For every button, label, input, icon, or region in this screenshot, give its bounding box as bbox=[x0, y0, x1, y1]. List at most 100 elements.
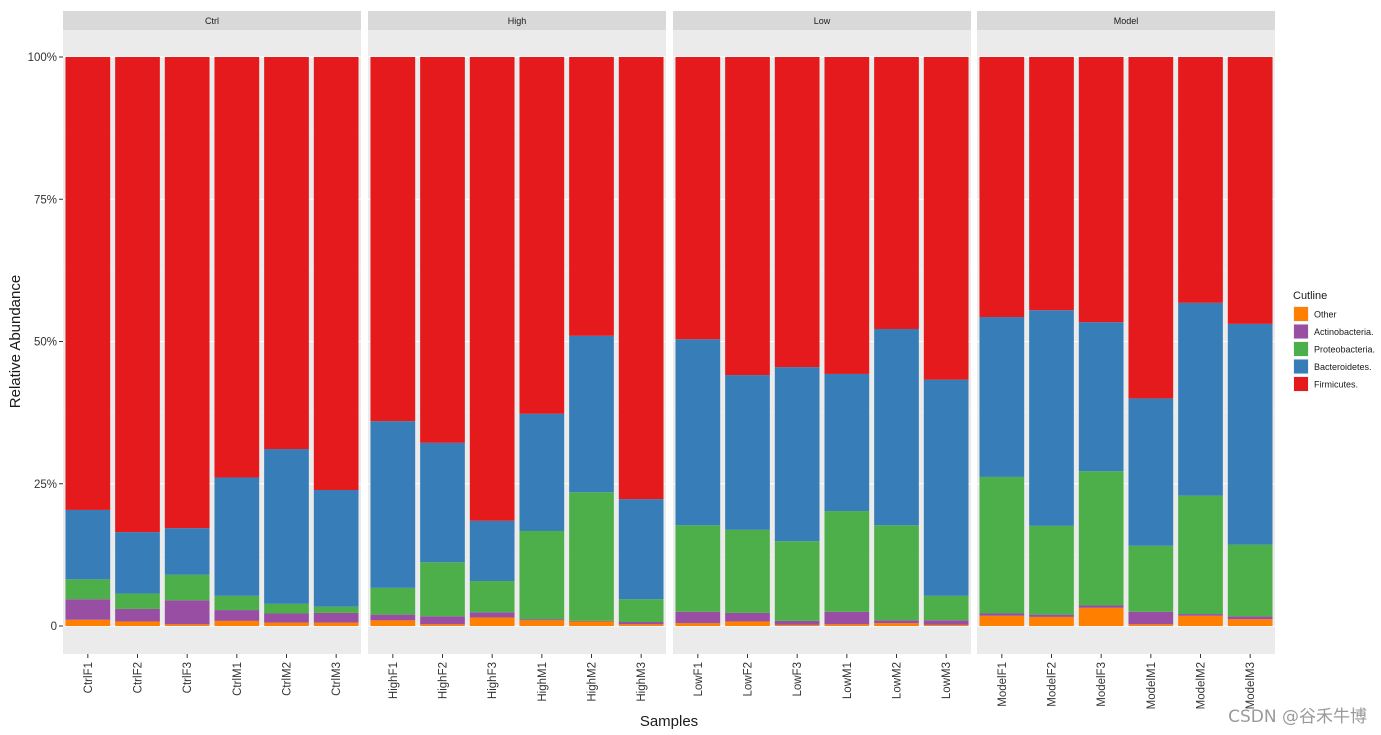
x-tick-label: ModelF1 bbox=[997, 662, 1009, 707]
bar-segment bbox=[264, 603, 309, 614]
legend-label: Actinobacteria. bbox=[1314, 327, 1374, 337]
facet-label: High bbox=[508, 16, 527, 26]
bar-segment bbox=[1227, 57, 1273, 324]
bar-segment bbox=[115, 608, 160, 622]
x-tick-label: ModelM1 bbox=[1146, 662, 1158, 709]
x-tick-label: HighM3 bbox=[636, 662, 648, 702]
bar-segment bbox=[469, 520, 515, 582]
bar-segment bbox=[313, 622, 359, 626]
bar-segment bbox=[370, 587, 416, 615]
bar-segment bbox=[264, 57, 309, 450]
bar-segment bbox=[214, 610, 260, 621]
x-tick-label: HighF1 bbox=[388, 662, 400, 699]
bar-segment bbox=[214, 57, 260, 478]
bar-segment bbox=[1178, 57, 1223, 303]
facet-label: Low bbox=[814, 16, 831, 26]
bar-segment bbox=[420, 624, 465, 626]
bar-segment bbox=[675, 525, 721, 612]
bar-segment bbox=[313, 57, 359, 491]
bar-segment bbox=[469, 617, 515, 626]
legend-swatch bbox=[1294, 324, 1308, 339]
bar-segment bbox=[469, 581, 515, 613]
bar-segment bbox=[1078, 322, 1124, 472]
bar-segment bbox=[164, 57, 210, 529]
bar-segment bbox=[1029, 525, 1074, 615]
bar-segment bbox=[1029, 57, 1074, 311]
x-tick-label: LowF2 bbox=[743, 662, 755, 697]
y-tick-label: 100% bbox=[28, 52, 57, 64]
bar-segment bbox=[1227, 323, 1273, 545]
bar-segment bbox=[725, 57, 770, 376]
x-tick-label: LowM3 bbox=[941, 662, 953, 699]
bar-segment bbox=[923, 620, 969, 625]
bar-segment bbox=[519, 57, 565, 414]
bar-segment bbox=[824, 624, 870, 626]
bar-segment bbox=[725, 621, 770, 626]
bar-segment bbox=[469, 57, 515, 521]
bar-segment bbox=[214, 595, 260, 611]
bar-segment bbox=[1178, 614, 1223, 616]
bar-segment bbox=[370, 614, 416, 621]
bar-segment bbox=[164, 574, 210, 601]
x-tick-label: LowM2 bbox=[892, 662, 904, 699]
bar-segment bbox=[65, 57, 111, 510]
x-tick-label: CtrlM3 bbox=[331, 662, 343, 696]
legend-swatch bbox=[1294, 342, 1308, 356]
y-tick-label: 0 bbox=[51, 621, 57, 633]
bar-segment bbox=[1128, 57, 1174, 399]
x-tick-label: ModelF3 bbox=[1096, 662, 1108, 707]
facet-strip bbox=[977, 11, 1275, 30]
bar-segment bbox=[420, 616, 465, 625]
bar-segment bbox=[675, 623, 721, 626]
bar-segment bbox=[1128, 611, 1174, 625]
bar-segment bbox=[569, 492, 614, 621]
bar-segment bbox=[824, 57, 870, 374]
bar-segment bbox=[313, 612, 359, 623]
bar-segment bbox=[923, 379, 969, 596]
facet-strip bbox=[673, 11, 971, 30]
bar-segment bbox=[115, 57, 160, 533]
bar-segment bbox=[874, 623, 919, 626]
bar-segment bbox=[65, 509, 111, 580]
bar-segment bbox=[313, 490, 359, 607]
x-tick-label: CtrlM2 bbox=[282, 662, 294, 696]
bar-segment bbox=[874, 57, 919, 329]
x-tick-label: CtrlF1 bbox=[83, 662, 95, 693]
bar-segment bbox=[370, 620, 416, 626]
y-axis-title: Relative Abundance bbox=[7, 275, 24, 408]
bar-segment bbox=[65, 619, 111, 626]
bar-segment bbox=[774, 620, 820, 625]
bar-segment bbox=[979, 476, 1025, 614]
bar-segment bbox=[979, 57, 1025, 318]
legend-label: Other bbox=[1314, 310, 1337, 320]
x-axis-title: Samples bbox=[640, 713, 698, 730]
bar-segment bbox=[569, 621, 614, 626]
bar-segment bbox=[874, 620, 919, 624]
bar-segment bbox=[1029, 310, 1074, 526]
x-tick-label: LowF1 bbox=[693, 662, 705, 697]
bar-segment bbox=[65, 579, 111, 600]
bar-segment bbox=[115, 621, 160, 626]
bar-segment bbox=[618, 624, 664, 626]
bar-segment bbox=[874, 525, 919, 621]
x-tick-label: HighF3 bbox=[487, 662, 499, 699]
x-tick-label: LowM1 bbox=[842, 662, 854, 699]
bar-segment bbox=[370, 421, 416, 588]
bar-segment bbox=[469, 612, 515, 618]
bar-segment bbox=[420, 57, 465, 443]
legend-swatch bbox=[1294, 377, 1308, 391]
bar-segment bbox=[725, 375, 770, 530]
bar-segment bbox=[923, 57, 969, 380]
bar-segment bbox=[1078, 57, 1124, 323]
bar-segment bbox=[264, 613, 309, 623]
bar-segment bbox=[1227, 544, 1273, 617]
bar-segment bbox=[618, 499, 664, 600]
bar-segment bbox=[569, 335, 614, 493]
bar-segment bbox=[923, 624, 969, 626]
legend-title: Cutline bbox=[1293, 290, 1327, 302]
bar-segment bbox=[1128, 545, 1174, 612]
bar-segment bbox=[1227, 616, 1273, 620]
legend-label: Firmicutes. bbox=[1314, 380, 1358, 390]
bar-segment bbox=[824, 611, 870, 625]
